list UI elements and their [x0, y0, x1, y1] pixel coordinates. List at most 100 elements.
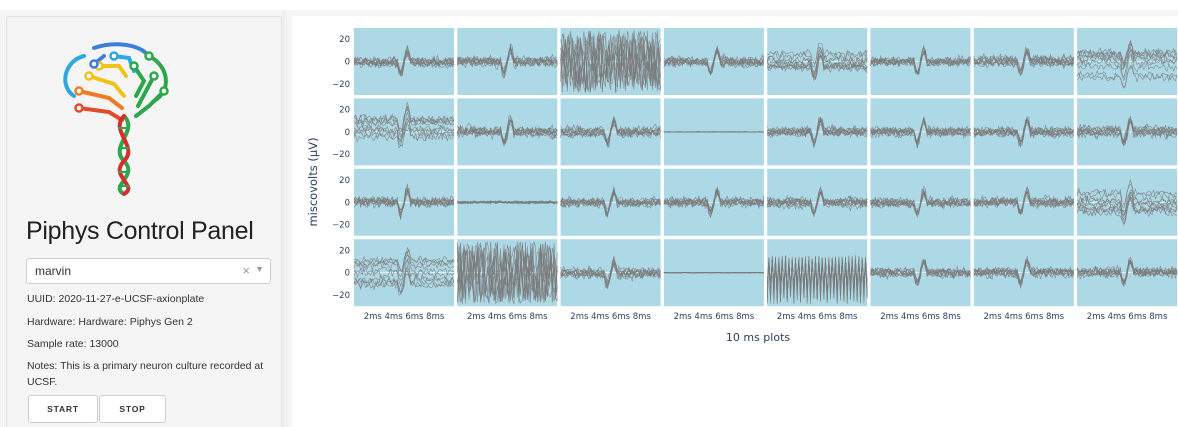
- waveform-trace: [560, 31, 661, 93]
- waveform-trace: [663, 131, 764, 133]
- waveform-trace: [560, 263, 661, 284]
- waveform-trace: [560, 265, 661, 289]
- waveform-trace: [973, 46, 1074, 72]
- y-tick-label: −20: [332, 80, 350, 90]
- x-tick-labels: 2ms 4ms 6ms 8ms: [1087, 312, 1168, 322]
- x-tick-labels: 2ms 4ms 6ms 8ms: [777, 312, 858, 322]
- waveform-trace: [353, 117, 455, 143]
- waveform-trace: [560, 188, 661, 216]
- waveform-trace: [353, 111, 455, 136]
- x-tick-labels: 2ms 4ms 6ms 8ms: [984, 312, 1065, 322]
- waveform-trace: [870, 116, 971, 145]
- clear-icon[interactable]: ×: [242, 263, 250, 278]
- waveform-trace: [353, 190, 455, 217]
- waveform-trace: [870, 260, 971, 287]
- waveform-trace: [663, 49, 765, 72]
- waveform-trace: [1076, 53, 1178, 82]
- sample-rate-text: Sample rate: 13000: [27, 338, 119, 350]
- chevron-down-icon[interactable]: ▼: [255, 264, 264, 274]
- device-select[interactable]: marvin × ▼: [26, 258, 271, 284]
- waveform-trace: [973, 192, 1075, 216]
- waveform-trace: [353, 127, 455, 149]
- y-tick-label: −20: [332, 150, 350, 160]
- y-tick-label: 20: [339, 106, 350, 116]
- waveform-trace: [1076, 259, 1178, 282]
- waveform-trace: [1076, 64, 1178, 89]
- waveform-trace: [457, 48, 558, 75]
- waveform-trace: [1076, 43, 1178, 64]
- waveform-trace: [973, 124, 1075, 148]
- waveform-trace: [353, 52, 455, 77]
- y-tick-label: −20: [332, 291, 350, 301]
- waveform-trace: [1076, 191, 1178, 217]
- waveform-trace: [870, 50, 971, 76]
- hardware-text: Hardware: Hardware: Piphys Gen 2: [27, 316, 193, 328]
- waveform-trace: [870, 192, 971, 214]
- waveform-trace: [973, 186, 1075, 214]
- panel-divider: [282, 10, 290, 427]
- waveform-trace: [767, 191, 868, 216]
- y-tick-label: 20: [339, 246, 350, 256]
- waveform-trace: [767, 53, 868, 78]
- waveform-trace: [766, 191, 868, 211]
- waveform-trace: [766, 256, 868, 304]
- waveform-trace: [353, 248, 455, 272]
- waveform-trace: [560, 123, 661, 149]
- panel-title: Piphys Control Panel: [26, 217, 254, 245]
- waveform-trace: [870, 44, 971, 72]
- waveform-trace: [870, 53, 971, 74]
- y-tick-label: 0: [345, 128, 350, 138]
- y-tick-label: 0: [345, 269, 350, 279]
- start-button[interactable]: START: [28, 395, 98, 423]
- waveform-trace: [560, 31, 661, 92]
- waveform-trace: [766, 255, 868, 304]
- waveform-trace: [457, 114, 558, 144]
- waveform-trace: [766, 190, 868, 216]
- waveform-trace: [353, 107, 455, 139]
- waveform-trace: [973, 117, 1074, 144]
- x-axis-label: 10 ms plots: [726, 331, 791, 344]
- waveform-trace: [1077, 119, 1178, 143]
- waveform-trace: [353, 246, 455, 271]
- waveform-trace: [560, 193, 661, 216]
- waveform-trace: [457, 241, 558, 303]
- waveform-plot-grid: miscovolts (μV) 10 ms plots 20 0 −20 20 0 −20…: [292, 16, 1178, 346]
- y-tick-label: 20: [339, 176, 350, 186]
- waveform-trace: [663, 50, 765, 75]
- waveform-trace: [1077, 260, 1178, 285]
- waveform-trace: [353, 254, 455, 273]
- waveform-trace: [663, 188, 765, 212]
- waveform-trace: [1076, 196, 1178, 220]
- x-tick-labels: 2ms 4ms 6ms 8ms: [364, 312, 445, 322]
- waveform-trace: [1076, 192, 1178, 214]
- waveform-trace: [870, 259, 971, 286]
- waveform-trace: [1077, 48, 1178, 79]
- waveform-trace: [973, 263, 1075, 286]
- waveform-trace: [457, 119, 558, 142]
- stop-button[interactable]: STOP: [99, 395, 166, 423]
- waveform-trace: [663, 192, 765, 213]
- waveform-trace: [767, 43, 868, 64]
- y-tick-label: −20: [332, 221, 350, 231]
- waveform-trace: [457, 200, 558, 205]
- uuid-text: UUID: 2020-11-27-e-UCSF-axionplate: [27, 293, 205, 305]
- waveform-trace: [353, 264, 455, 294]
- x-tick-labels: 2ms 4ms 6ms 8ms: [467, 312, 548, 322]
- waveform-trace: [1076, 178, 1178, 206]
- waveform-trace: [457, 241, 558, 304]
- waveform-trace: [663, 272, 764, 274]
- y-tick-label: 0: [345, 58, 350, 68]
- waveform-trace: [560, 116, 661, 148]
- waveform-trace: [457, 120, 558, 144]
- y-tick-label: 0: [345, 198, 350, 208]
- top-strip: [0, 0, 1178, 10]
- notes-text: Notes: This is a primary neuron culture …: [27, 360, 264, 388]
- waveform-trace: [870, 51, 971, 74]
- waveform-trace: [353, 260, 455, 281]
- x-tick-labels: 2ms 4ms 6ms 8ms: [570, 312, 651, 322]
- waveform-trace: [766, 124, 868, 142]
- y-axis-label: miscovolts (μV): [306, 137, 320, 226]
- waveform-trace: [1077, 41, 1178, 65]
- waveform-trace: [870, 260, 971, 285]
- x-tick-labels: 2ms 4ms 6ms 8ms: [880, 312, 961, 322]
